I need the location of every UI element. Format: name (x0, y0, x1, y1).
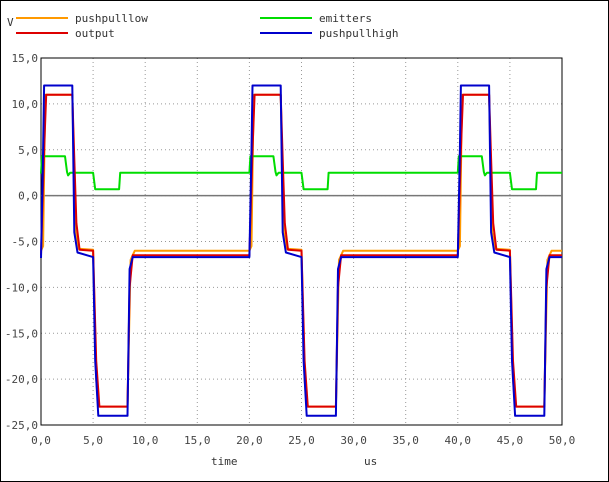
grid (41, 58, 562, 425)
legend-label-pushpulllow: pushpulllow (75, 12, 148, 25)
x-tick-label: 35,0 (392, 434, 419, 447)
series-line-pushpullhigh (40, 84, 562, 417)
series-line-output (40, 93, 562, 408)
x-axis-unit: us (364, 455, 377, 468)
x-tick-label: 10,0 (132, 434, 159, 447)
y-tick-label: -15,0 (5, 327, 38, 340)
x-tick-label: 20,0 (236, 434, 263, 447)
legend: pushpulllow emitters output pushpullhigh (16, 12, 398, 40)
x-tick-label: 30,0 (340, 434, 367, 447)
x-tick-label: 40,0 (445, 434, 472, 447)
x-tick-label: 0,0 (31, 434, 51, 447)
y-tick-label: -10,0 (5, 281, 38, 294)
legend-label-emitters: emitters (319, 12, 372, 25)
y-tick-label: 0,0 (18, 190, 38, 203)
x-tick-label: 50,0 (549, 434, 576, 447)
x-tick-label: 45,0 (497, 434, 524, 447)
series-line-emitters (40, 155, 562, 191)
series-group (40, 84, 562, 417)
x-axis-label: time (211, 455, 238, 468)
x-tick-label: 5,0 (83, 434, 103, 447)
y-tick-label: -20,0 (5, 373, 38, 386)
y-ticks: 15,0 10,0 5,0 0,0 -5,0 -10,0 -15,0 -20,0 -25,0 (5, 52, 38, 432)
x-tick-label: 15,0 (184, 434, 211, 447)
y-tick-label: 15,0 (12, 52, 39, 65)
y-tick-label: 5,0 (18, 144, 38, 157)
x-ticks: 0,0 5,0 10,0 15,0 20,0 25,0 30,0 35,0 40,0 45,0 50… (31, 434, 575, 447)
y-axis-label: V (7, 16, 14, 29)
y-tick-label: -25,0 (5, 419, 38, 432)
legend-label-output: output (75, 27, 115, 40)
x-tick-label: 25,0 (288, 434, 315, 447)
legend-label-pushpullhigh: pushpullhigh (319, 27, 398, 40)
y-tick-label: 10,0 (12, 98, 39, 111)
y-tick-label: -5,0 (12, 236, 39, 249)
